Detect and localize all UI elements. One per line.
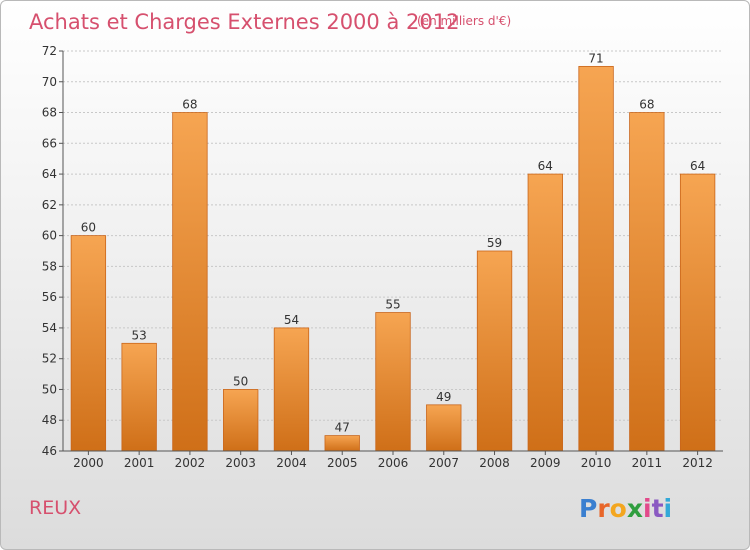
y-tick-label: 50 (42, 382, 57, 396)
logo-letter: r (597, 494, 610, 523)
bar-2002 (172, 112, 208, 452)
x-tick-label: 2003 (225, 456, 256, 470)
bar-2009 (527, 173, 563, 452)
x-tick-label: 2004 (276, 456, 307, 470)
y-tick-label: 66 (42, 136, 57, 150)
data-label-2009: 64 (538, 159, 553, 173)
bar-2011 (629, 112, 665, 452)
data-label-2003: 50 (233, 374, 248, 388)
data-label-2006: 55 (385, 298, 400, 312)
x-tick-label: 2001 (124, 456, 155, 470)
y-tick-label: 62 (42, 198, 57, 212)
logo-letter: o (610, 494, 627, 523)
proxiti-logo: Proxiti (579, 494, 672, 523)
y-tick-label: 52 (42, 352, 57, 366)
chart-title: Achats et Charges Externes 2000 à 2012 (29, 10, 459, 34)
data-label-2002: 68 (182, 98, 197, 112)
y-tick-label: 58 (42, 259, 57, 273)
logo-letter: i (664, 494, 673, 523)
logo-letter: i (643, 494, 652, 523)
bar-2004 (273, 327, 310, 452)
commune-name: REUX (29, 497, 81, 519)
y-tick-label: 46 (42, 444, 57, 458)
x-tick-label: 2007 (428, 456, 459, 470)
y-tick-label: 68 (42, 106, 57, 120)
bar-2005 (324, 435, 360, 452)
y-tick-label: 48 (42, 413, 57, 427)
bar-2008 (476, 250, 513, 452)
y-tick-label: 64 (42, 167, 57, 181)
data-label-2012: 64 (690, 159, 705, 173)
y-tick-label: 56 (42, 290, 57, 304)
y-tick-label: 54 (42, 321, 57, 335)
bar-2001 (121, 342, 157, 452)
data-label-2005: 47 (335, 421, 350, 435)
logo-letter: t (652, 494, 664, 523)
data-label-2007: 49 (436, 390, 451, 404)
bar-2010 (578, 65, 614, 452)
x-tick-label: 2005 (327, 456, 358, 470)
axes: 46 48 50 52 54 56 58 60 62 64 66 68 70 72 2000 2001 2002… (42, 44, 723, 470)
bar-2006 (375, 312, 411, 452)
x-tick-label: 2009 (530, 456, 561, 470)
x-tick-label: 2000 (73, 456, 104, 470)
data-label-2008: 59 (487, 236, 502, 250)
data-label-2001: 53 (132, 328, 147, 342)
y-tick-label: 70 (42, 75, 57, 89)
x-tick-label: 2011 (632, 456, 663, 470)
y-tick-label: 72 (42, 44, 57, 58)
x-tick-label: 2002 (175, 456, 206, 470)
bars: 60 53 68 50 54 47 55 49 59 64 71 68 64 (70, 51, 716, 452)
x-tick-label: 2012 (682, 456, 713, 470)
x-tick-label: 2010 (581, 456, 612, 470)
chart-unit: (en milliers d'€) (417, 14, 511, 28)
bar-2000 (70, 235, 107, 452)
bar-2003 (223, 389, 259, 452)
data-label-2011: 68 (639, 98, 654, 112)
y-tick-label: 60 (42, 229, 57, 243)
data-label-2000: 60 (81, 221, 96, 235)
bar-2007 (426, 404, 462, 452)
logo-letter: x (627, 494, 643, 523)
data-label-2004: 54 (284, 313, 299, 327)
data-label-2010: 71 (588, 51, 603, 65)
bar-2012 (679, 173, 716, 452)
x-tick-label: 2008 (479, 456, 510, 470)
logo-letter: P (579, 494, 597, 523)
x-tick-label: 2006 (378, 456, 409, 470)
